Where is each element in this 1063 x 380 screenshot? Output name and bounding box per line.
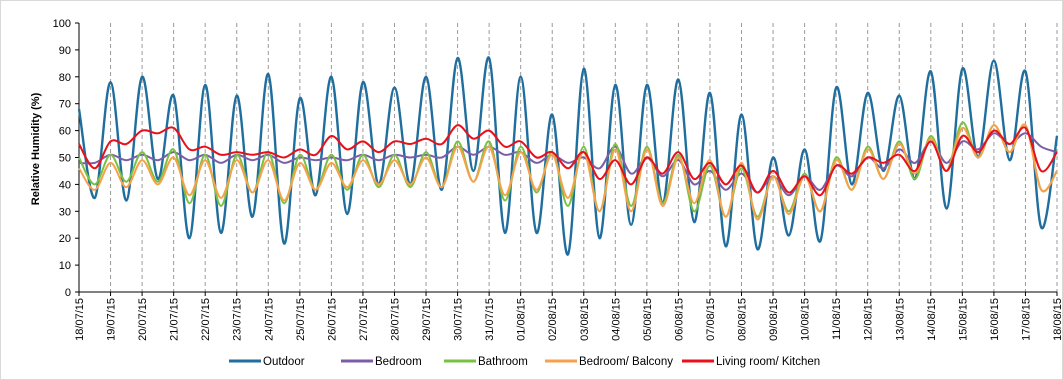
legend-label: Bathroom [478, 356, 528, 368]
y-tick-label: 60 [59, 126, 71, 138]
x-tick-label: 04/08/15 [610, 298, 622, 341]
x-tick-label: 02/08/15 [547, 298, 559, 341]
x-tick-labels: 18/07/15 19/07/15 20/07/15 21/07/15 22/07/15… [74, 298, 1062, 341]
y-tick-label: 0 [65, 287, 71, 299]
y-tick-label: 90 [59, 45, 71, 57]
x-tick-label: 03/08/15 [579, 298, 591, 341]
x-tick-label: 21/07/15 [169, 298, 181, 341]
x-tick-label: 07/08/15 [705, 298, 717, 341]
legend-label: Living room/ Kitchen [716, 356, 820, 368]
y-tick-label: 20 [59, 233, 71, 245]
y-tick-label: 30 [59, 206, 71, 218]
x-tick-label: 26/07/15 [326, 298, 338, 341]
x-tick-label: 18/07/15 [74, 298, 86, 341]
x-tick-label: 28/07/15 [389, 298, 401, 341]
x-tick-label: 09/08/15 [768, 298, 780, 341]
series-lines [77, 56, 1059, 256]
y-axis-label: Relative Humidity (%) [30, 92, 42, 205]
x-tick-label: 20/07/15 [137, 298, 149, 341]
series-line-outdoor [77, 56, 1059, 256]
x-tick-label: 15/08/15 [957, 298, 969, 341]
x-tick-label: 29/07/15 [421, 298, 433, 341]
x-tick-label: 24/07/15 [263, 298, 275, 341]
legend-label: Bedroom [375, 356, 422, 368]
y-tick-label: 40 [59, 179, 71, 191]
legend-label: Bedroom/ Balcony [579, 356, 673, 368]
x-tick-label: 10/08/15 [800, 298, 812, 341]
x-tick-label: 30/07/15 [453, 298, 465, 341]
x-tick-label: 05/08/15 [642, 298, 654, 341]
y-tick-label: 70 [59, 99, 71, 111]
x-tick-label: 12/08/15 [863, 298, 875, 341]
y-tick-label: 10 [59, 260, 71, 272]
x-tick-label: 01/08/15 [516, 298, 528, 341]
x-tick-label: 31/07/15 [484, 298, 496, 341]
x-tick-label: 11/08/15 [831, 298, 843, 340]
y-tick-label: 100 [53, 18, 71, 30]
y-tick-labels: 0 10 20 30 40 50 60 70 80 90 100 [53, 18, 71, 299]
legend-label: Outdoor [263, 356, 305, 368]
y-tick-label: 80 [59, 72, 71, 84]
x-tick-label: 17/08/15 [1020, 298, 1032, 341]
x-tick-label: 22/07/15 [200, 298, 212, 341]
x-tick-label: 27/07/15 [358, 298, 370, 341]
series-line-living-room-kitchen [78, 124, 1058, 197]
x-tick-label: 06/08/15 [673, 298, 685, 341]
x-tick-label: 14/08/15 [926, 298, 938, 341]
x-tick-label: 25/07/15 [295, 298, 307, 341]
x-tick-label: 18/08/15 [1052, 298, 1062, 341]
legend: Outdoor Bedroom Bathroom Bedroom/ Balcony Li… [229, 356, 820, 368]
x-tick-label: 16/08/15 [989, 298, 1001, 341]
x-tick-label: 19/07/15 [106, 298, 118, 341]
x-tick-label: 08/08/15 [737, 298, 749, 341]
x-tick-label: 23/07/15 [232, 298, 244, 341]
series-line-bedroom-balcony [78, 123, 1058, 221]
x-tick-label: 13/08/15 [894, 298, 906, 341]
y-tick-label: 50 [59, 153, 71, 165]
